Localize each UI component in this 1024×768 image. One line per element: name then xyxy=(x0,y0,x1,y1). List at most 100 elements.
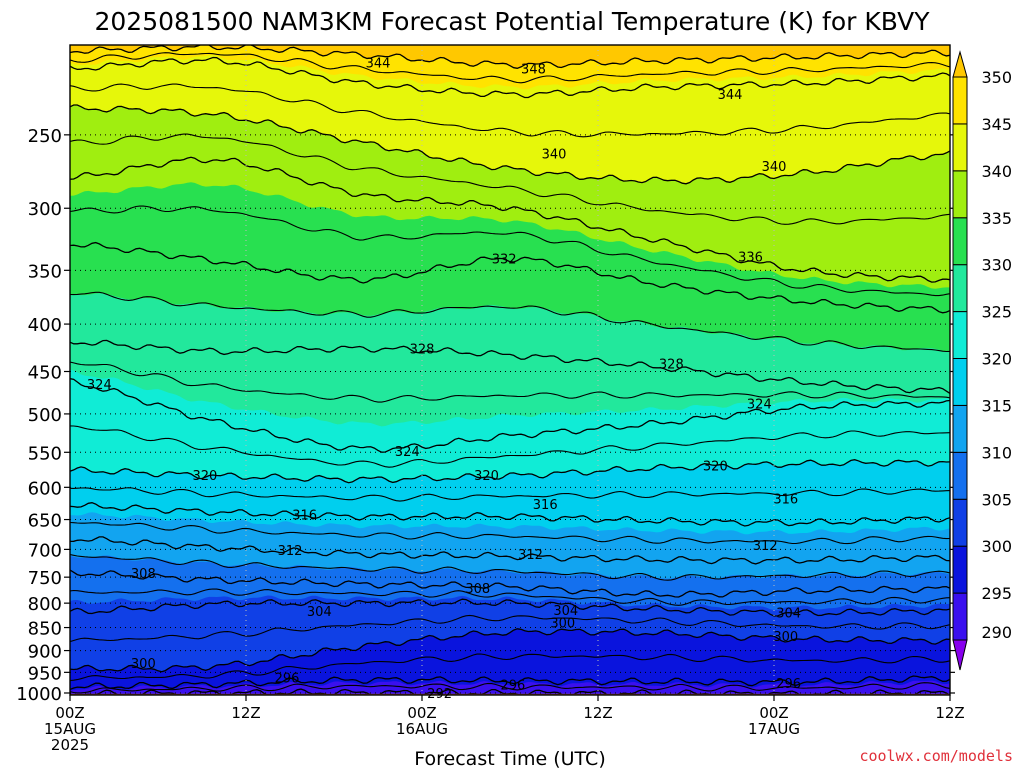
contour-label-text: 348 xyxy=(521,62,546,77)
contour-label: 348 xyxy=(521,62,546,77)
colorbar-label: 325 xyxy=(981,303,1012,322)
y-tick-label: 800 xyxy=(28,594,62,615)
contour-label-text: 296 xyxy=(501,678,526,693)
fill-band-350 xyxy=(70,45,950,69)
contour-label: 292 xyxy=(427,687,452,702)
contour-label-text: 340 xyxy=(542,148,567,163)
colorbar-label: 300 xyxy=(981,537,1012,556)
y-tick-label: 600 xyxy=(28,478,62,499)
contour-label-text: 320 xyxy=(474,469,499,484)
y-tick-label: 250 xyxy=(28,126,62,147)
contour-label: 312 xyxy=(753,539,778,554)
colorbar-swatch xyxy=(952,498,968,547)
x-tick-label: 12Z xyxy=(231,704,260,722)
contour-label-text: 308 xyxy=(465,582,490,597)
colorbar-swatch xyxy=(952,358,968,406)
isotherm-minor xyxy=(70,487,950,502)
x-tick-label: 2025 xyxy=(51,736,89,754)
colorbar-swatch xyxy=(952,76,968,125)
contour-label-text: 316 xyxy=(773,493,798,508)
y-tick-label: 350 xyxy=(28,261,62,282)
contour-label-text: 316 xyxy=(292,509,317,524)
contour-label-text: 340 xyxy=(762,160,787,175)
isotherm-300 xyxy=(70,628,950,673)
contour-label: 324 xyxy=(395,445,420,460)
x-tick-label: 00Z xyxy=(759,704,788,722)
y-tick-label: 750 xyxy=(28,568,62,589)
y-tick-label: 500 xyxy=(28,405,62,426)
isotherm-minor xyxy=(70,52,950,84)
y-tick-label: 550 xyxy=(28,443,62,464)
x-tick-label: 16AUG xyxy=(396,720,448,738)
x-axis-label: Forecast Time (UTC) xyxy=(414,748,605,768)
colorbar-low-arrow xyxy=(952,639,968,671)
contour-label-text: 296 xyxy=(776,677,801,692)
y-tick-label: 300 xyxy=(28,199,62,220)
isotherm-304 xyxy=(70,598,950,617)
colorbar-label: 345 xyxy=(981,115,1012,134)
isotherm-340 xyxy=(70,104,950,185)
contour-label-text: 336 xyxy=(738,250,763,265)
colorbar-swatch xyxy=(952,264,968,313)
x-tick-label: 00Z xyxy=(407,704,436,722)
contour-label: 308 xyxy=(465,582,490,597)
colorbar-swatch xyxy=(952,123,968,172)
contour-label: 320 xyxy=(193,469,218,484)
contour-label: 324 xyxy=(747,397,772,412)
contour-label: 324 xyxy=(87,378,112,393)
isotherm-minor xyxy=(70,554,950,581)
contour-label: 296 xyxy=(501,678,526,693)
isotherm-minor xyxy=(70,83,950,138)
colorbar-swatch xyxy=(952,404,968,453)
colorbar-swatch xyxy=(952,545,968,594)
contour-label-text: 328 xyxy=(410,342,435,357)
contour-label-text: 332 xyxy=(492,253,517,268)
colorbar-legend: 290 295 300 305 310 315 320 325 330 335 340 345 350 xyxy=(952,50,1012,671)
contour-label: 344 xyxy=(366,57,391,72)
isotherm-contour-layer xyxy=(70,45,950,695)
colorbar-high-arrow xyxy=(952,50,968,78)
contour-label-text: 296 xyxy=(275,671,300,686)
contour-label: 332 xyxy=(492,253,517,268)
contour-label: 304 xyxy=(307,605,332,620)
pressure-axis: 2503003504004505005506006507007508008509… xyxy=(16,126,955,705)
isotherm-minor xyxy=(70,588,950,606)
contour-label-text: 316 xyxy=(533,498,558,513)
contour-label: 320 xyxy=(703,459,728,474)
contour-label: 296 xyxy=(776,677,801,692)
colorbar-label: 330 xyxy=(981,256,1012,275)
isotherm-292 xyxy=(70,688,950,695)
x-tick-label: 00Z xyxy=(55,704,84,722)
contour-label-text: 300 xyxy=(550,616,575,631)
contour-label: 300 xyxy=(550,616,575,631)
isotherm-minor xyxy=(70,682,950,694)
isotherm-minor xyxy=(70,361,950,403)
isotherm-348 xyxy=(70,45,950,69)
contour-label-text: 324 xyxy=(87,378,112,393)
isotherm-minor xyxy=(70,133,950,225)
x-tick-label: 17AUG xyxy=(748,720,800,738)
isotherm-minor xyxy=(70,205,950,297)
plot-frame xyxy=(69,44,951,696)
chart-title: 2025081500 NAM3KM Forecast Potential Tem… xyxy=(94,7,930,36)
isotherm-minor xyxy=(70,291,950,353)
contour-label: 312 xyxy=(518,548,543,563)
isotherm-minor xyxy=(70,425,950,468)
contour-label-text: 304 xyxy=(776,607,801,622)
colorbar-label: 305 xyxy=(981,490,1012,509)
contour-label-text: 320 xyxy=(193,469,218,484)
isotherm-minor xyxy=(70,521,950,545)
contour-label-text: 320 xyxy=(703,459,728,474)
contour-label: 344 xyxy=(718,88,743,103)
isotherm-328 xyxy=(70,339,950,394)
contour-label: 328 xyxy=(659,357,684,372)
isotherm-minor xyxy=(70,653,950,682)
colorbar-swatch xyxy=(952,592,968,641)
credit-text: coolwx.com/models xyxy=(859,747,1013,765)
y-tick-label: 700 xyxy=(28,540,62,561)
contour-label: 336 xyxy=(738,250,763,265)
contour-label-text: 308 xyxy=(131,567,156,582)
x-tick-label: 12Z xyxy=(935,704,964,722)
